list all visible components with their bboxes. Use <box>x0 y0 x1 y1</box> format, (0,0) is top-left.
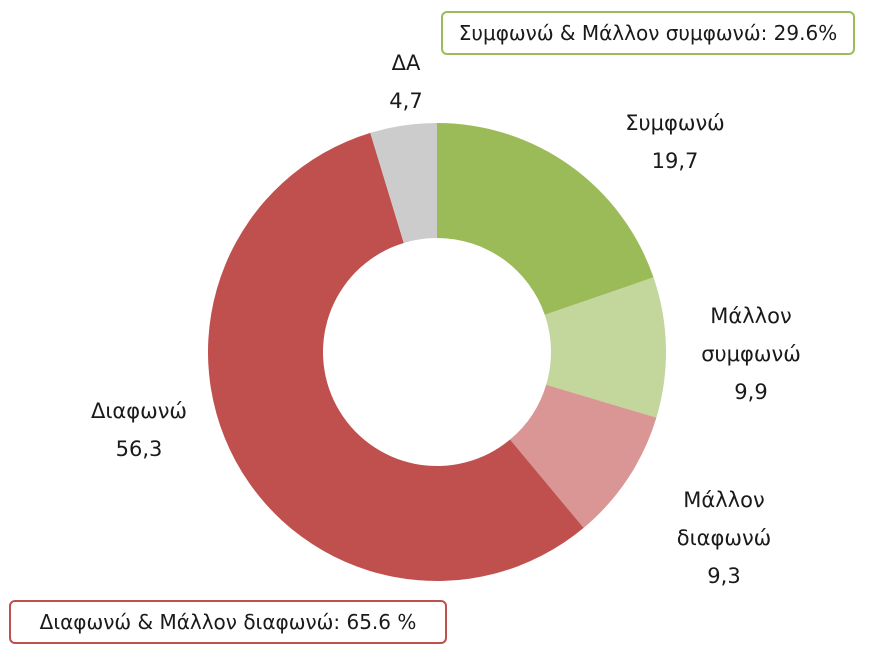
label-rather-agree-line2: συμφωνώ <box>701 342 801 366</box>
label-rather-disagree-line2: διαφωνώ <box>676 526 772 550</box>
agree-total-callout: Συμφωνώ & Μάλλον συμφωνώ: 29.6% <box>441 11 855 55</box>
label-rather-disagree: Μάλλον διαφωνώ 9,3 <box>659 481 789 595</box>
slice-Μάλλον διαφωνώ <box>510 384 657 528</box>
label-rather-agree-line1: Μάλλον <box>710 304 792 328</box>
label-rather-disagree-line1: Μάλλον <box>683 488 765 512</box>
label-disagree-value: 56,3 <box>115 437 163 461</box>
label-dk-value: 4,7 <box>389 89 423 113</box>
label-rather-agree-value: 9,9 <box>734 380 768 404</box>
label-disagree-name: Διαφωνώ <box>90 399 188 423</box>
slice-ΔΑ <box>370 123 437 243</box>
slice-Διαφωνώ <box>208 132 584 581</box>
label-agree-value: 19,7 <box>651 149 699 173</box>
label-rather-disagree-value: 9,3 <box>707 564 741 588</box>
disagree-total-callout: Διαφωνώ & Μάλλον διαφωνώ: 65.6 % <box>9 600 447 644</box>
label-dk-name: ΔΑ <box>391 51 421 75</box>
label-agree: Συμφωνώ 19,7 <box>600 104 750 180</box>
label-agree-name: Συμφωνώ <box>625 111 725 135</box>
slice-Συμφωνώ <box>437 123 654 315</box>
label-disagree: Διαφωνώ 56,3 <box>74 392 204 468</box>
label-dk: ΔΑ 4,7 <box>356 44 456 120</box>
label-rather-agree: Μάλλον συμφωνώ 9,9 <box>686 297 816 411</box>
slice-Μάλλον συμφωνώ <box>544 277 666 418</box>
